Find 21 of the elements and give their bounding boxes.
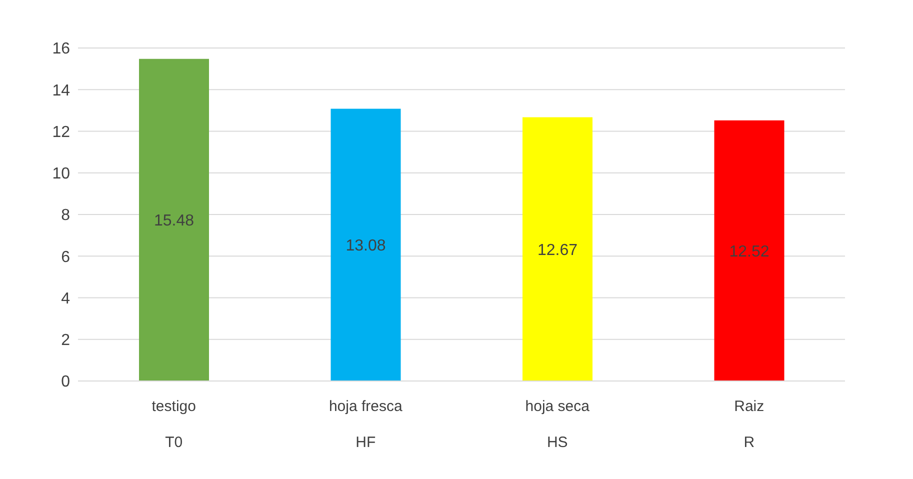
y-tick-label: 14 bbox=[52, 82, 70, 100]
data-label: 12.52 bbox=[729, 243, 770, 260]
y-tick-label: 0 bbox=[61, 374, 70, 391]
data-label: 13.08 bbox=[346, 238, 386, 255]
data-label: 15.48 bbox=[154, 212, 194, 230]
category-label: testigo T0 bbox=[152, 398, 196, 451]
y-tick-label: 2 bbox=[61, 332, 70, 350]
data-label: 12.67 bbox=[537, 242, 578, 259]
y-tick-label: 8 bbox=[61, 207, 70, 224]
bar bbox=[139, 58, 209, 381]
y-tick-label: 10 bbox=[52, 166, 70, 183]
bar bbox=[522, 117, 592, 381]
category-label: Raiz R bbox=[734, 398, 764, 451]
bar bbox=[714, 120, 784, 381]
bar bbox=[330, 108, 401, 381]
y-tick-label: 6 bbox=[61, 248, 70, 266]
y-tick-label: 4 bbox=[61, 290, 70, 308]
y-tick-label: 12 bbox=[52, 124, 70, 141]
y-tick-label: 16 bbox=[52, 40, 70, 58]
category-label: hoja fresca HF bbox=[328, 398, 402, 451]
category-label: hoja seca HS bbox=[525, 398, 590, 451]
